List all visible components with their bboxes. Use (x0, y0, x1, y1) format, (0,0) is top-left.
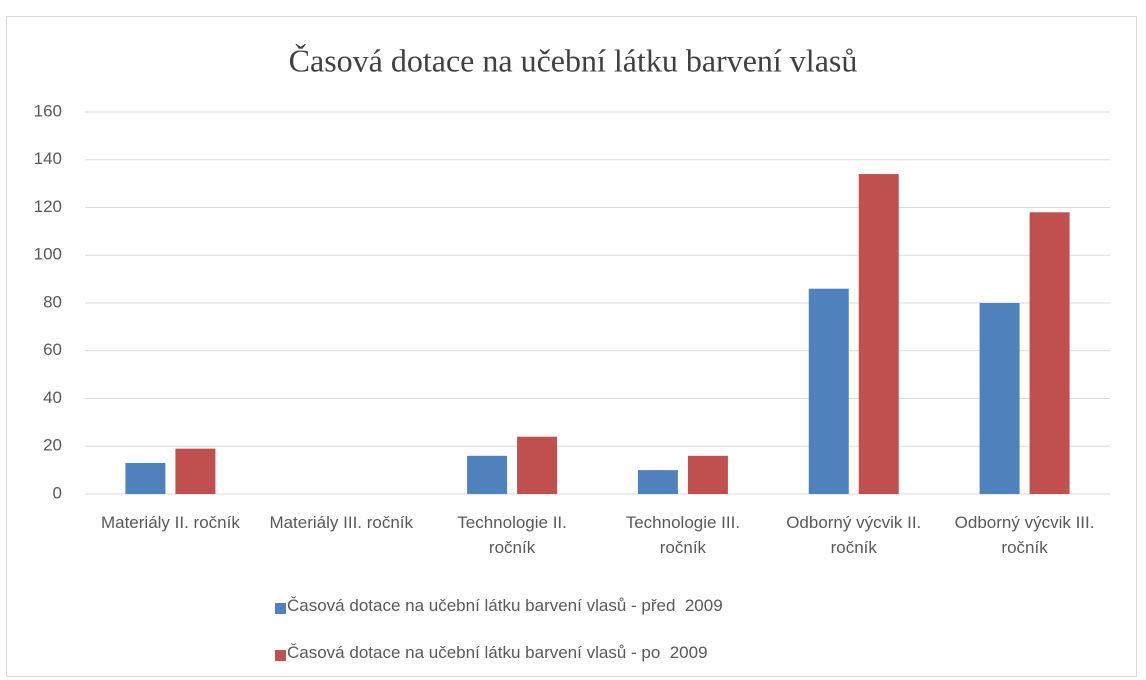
y-tick-label: 20 (43, 436, 62, 455)
chart-border (6, 16, 1137, 677)
x-tick-label: Materiály III. ročník (269, 513, 414, 532)
x-tick-label: Odborný výcvik II. ročník (786, 513, 922, 557)
bar (1029, 212, 1070, 494)
legend-swatch (275, 603, 286, 614)
bar (808, 288, 849, 494)
y-tick-label: 100 (34, 245, 62, 264)
x-tick-label: Materiály II. ročník (100, 513, 240, 532)
bar (858, 174, 899, 494)
chart-title: Časová dotace na učební látku barvení vl… (289, 42, 858, 78)
y-tick-label: 60 (43, 340, 62, 359)
bar (125, 462, 166, 494)
x-tick-label: Technologie II. ročník (457, 513, 567, 557)
bar (979, 303, 1020, 494)
bar (467, 455, 508, 494)
bar (637, 470, 678, 494)
y-tick-label: 140 (34, 149, 62, 168)
bar (517, 436, 558, 494)
x-tick-label: Odborný výcvik III. ročník (954, 513, 1095, 557)
y-tick-label: 40 (43, 388, 62, 407)
bar (687, 455, 728, 494)
y-tick-label: 80 (43, 292, 62, 311)
y-tick-label: 0 (53, 483, 62, 502)
legend-label: Časová dotace na učební látku barvení vl… (287, 596, 723, 615)
legend-swatch (275, 650, 286, 661)
legend-label: Časová dotace na učební látku barvení vl… (287, 643, 708, 662)
bar (175, 448, 216, 494)
y-tick-label: 120 (34, 197, 62, 216)
x-tick-label: Technologie III. ročník (625, 513, 741, 557)
y-tick-label: 160 (34, 101, 62, 120)
